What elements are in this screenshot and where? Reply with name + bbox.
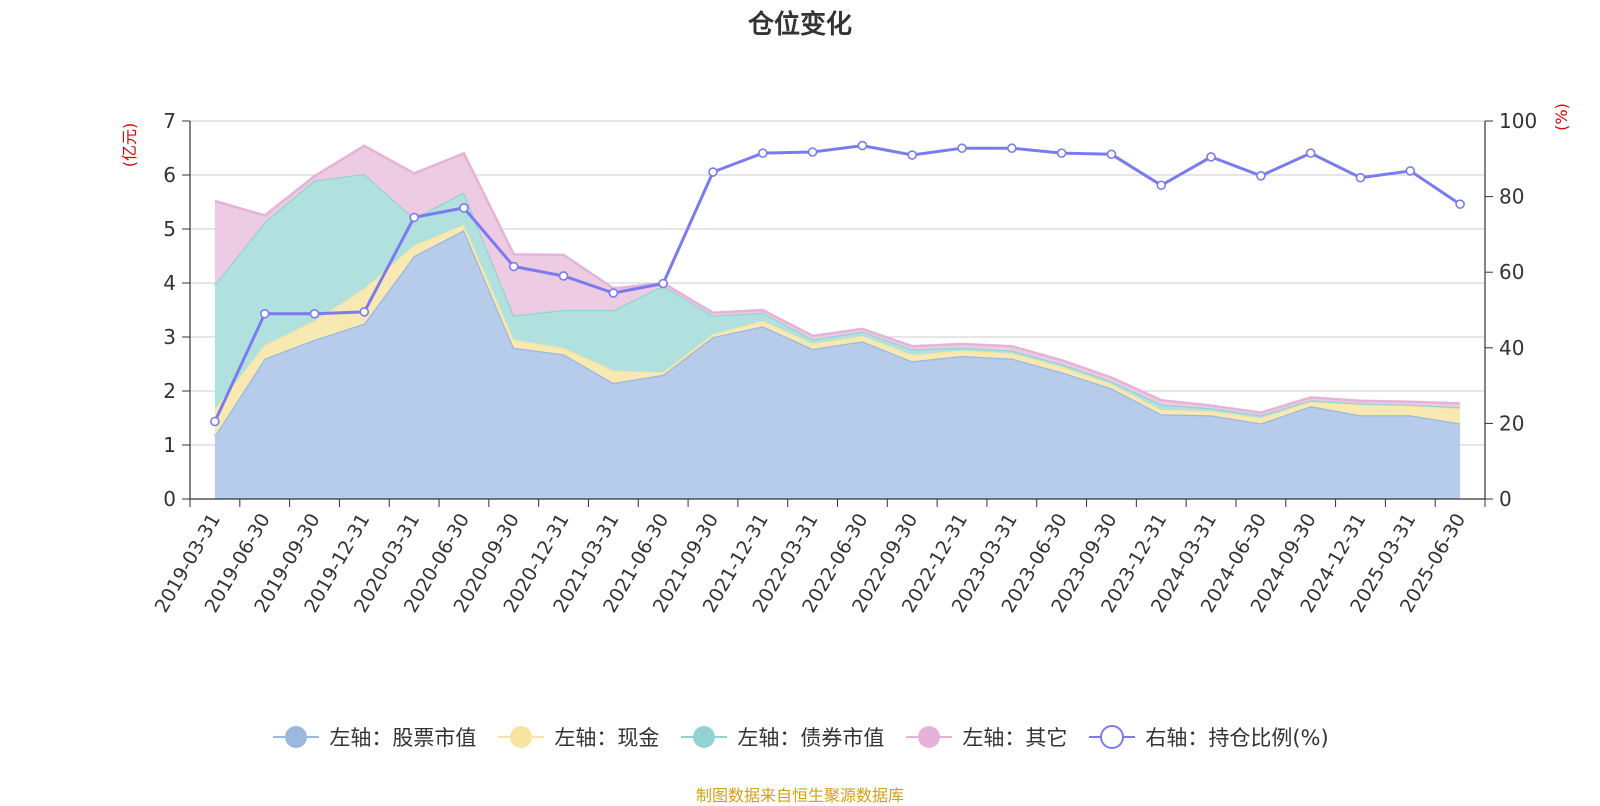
position-ratio-point <box>757 148 768 158</box>
line-series-layer <box>210 140 1465 427</box>
position-ratio-point <box>1455 199 1465 209</box>
left-axis-tick-label: 0 <box>163 487 176 511</box>
legend-item[interactable]: 左轴：其它 <box>904 722 1067 752</box>
position-ratio-point <box>1305 148 1316 158</box>
position-ratio-point <box>359 307 370 317</box>
area-series-3 <box>214 145 1461 416</box>
position-ratio-point <box>907 150 918 160</box>
legend-symbol-marker <box>918 726 941 748</box>
legend-symbol <box>498 726 545 748</box>
position-ratio-point <box>658 278 668 289</box>
legend-label: 左轴：其它 <box>962 726 1068 750</box>
position-ratio-point <box>957 143 967 154</box>
position-ratio-point <box>1156 180 1167 191</box>
position-ratio-point <box>1405 166 1416 176</box>
position-ratio-point <box>708 167 718 177</box>
right-axis-tick-label: 0 <box>1499 487 1512 511</box>
left-axis-unit-label: (亿元) <box>120 123 139 168</box>
legend-item[interactable]: 左轴：债券市值 <box>679 722 884 752</box>
legend-symbol <box>906 726 953 748</box>
left-axis-tick-label: 3 <box>163 325 176 349</box>
position-ratio-point <box>1355 172 1366 183</box>
legend-symbol <box>273 726 320 748</box>
area-series-3-edge <box>214 144 1461 414</box>
position-ratio-point <box>1206 152 1216 162</box>
position-ratio-line <box>213 144 1461 423</box>
area-series-2 <box>214 173 1461 418</box>
legend-item[interactable]: 左轴：现金 <box>496 722 659 752</box>
position-ratio-point <box>409 212 419 223</box>
position-ratio-point <box>1007 143 1017 154</box>
chart-title: 仓位变化 <box>747 10 852 40</box>
right-axis-unit-label: (%) <box>1552 103 1571 131</box>
position-ratio-point <box>210 416 220 427</box>
source-note: 制图数据来自恒生聚源数据库 <box>695 786 904 805</box>
left-axis-tick-label: 2 <box>163 379 176 403</box>
left-axis-tick-label: 7 <box>163 109 176 133</box>
position-ratio-point <box>857 140 868 151</box>
legend-symbol-marker <box>1100 725 1125 749</box>
legend-symbol <box>681 726 728 748</box>
legend-item[interactable]: 左轴：股票市值 <box>271 722 476 752</box>
legend-label: 左轴：股票市值 <box>329 726 477 750</box>
legend-symbol-marker <box>285 726 308 748</box>
position-ratio-point <box>309 308 320 319</box>
position-ratio-point <box>1256 171 1266 181</box>
position-ratio-point <box>807 147 818 157</box>
position-ratio-point <box>1056 148 1067 158</box>
legend-label: 左轴：债券市值 <box>737 726 885 750</box>
left-axis-tick-label: 5 <box>163 217 176 241</box>
right-axis-tick-label: 100 <box>1499 109 1537 133</box>
left-axis-tick-label: 6 <box>163 163 176 187</box>
position-ratio-point <box>459 203 469 213</box>
area-series-layer <box>213 144 1461 499</box>
position-ratio-point <box>1106 149 1117 160</box>
legend-symbol-marker <box>510 726 533 748</box>
left-axis-tick-label: 4 <box>163 271 176 295</box>
position-ratio-point <box>508 261 519 272</box>
right-axis-tick-label: 20 <box>1499 411 1524 435</box>
right-axis-tick-label: 40 <box>1499 336 1524 360</box>
area-series-1-edge <box>213 223 1461 420</box>
legend-label: 左轴：现金 <box>554 726 660 750</box>
legend-symbol-marker <box>693 726 716 748</box>
position-ratio-point <box>608 288 619 298</box>
right-axis-tick-label: 60 <box>1499 260 1524 284</box>
right-axis-tick-label: 80 <box>1499 185 1524 209</box>
legend-label: 右轴：持仓比例(%) <box>1145 726 1329 750</box>
area-series-0 <box>214 230 1461 499</box>
position-ratio-point <box>558 271 569 281</box>
left-axis-tick-label: 1 <box>163 433 176 457</box>
position-ratio-point <box>259 308 270 319</box>
legend-item[interactable]: 右轴：持仓比例(%) <box>1087 722 1329 752</box>
legend: 左轴：股票市值 左轴：现金 左轴：债券市值 左轴：其它 右轴：持仓比例(%) <box>0 722 1600 752</box>
legend-symbol <box>1089 725 1136 749</box>
